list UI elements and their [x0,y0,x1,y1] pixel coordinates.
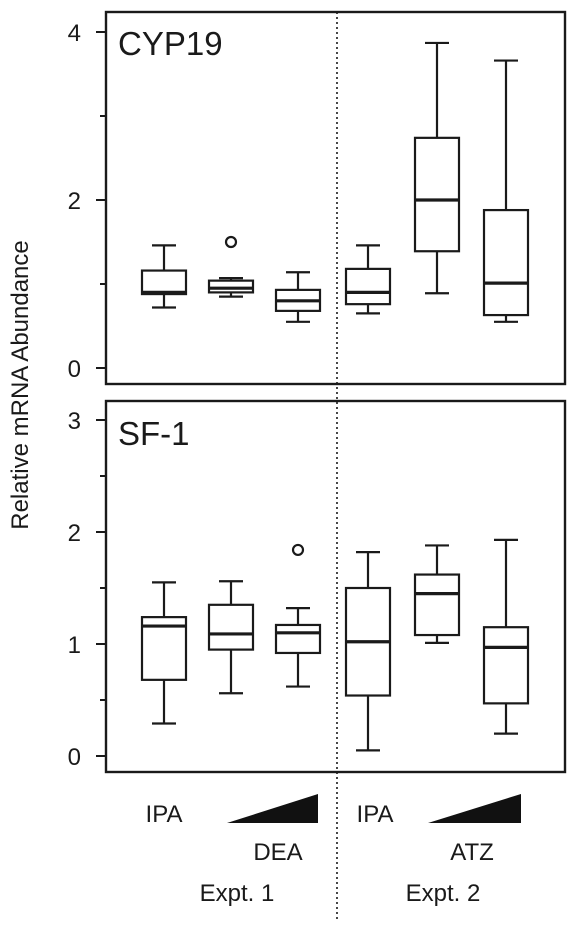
iqr-box [413,136,461,253]
iqr-box [207,279,255,294]
atz-dose-ramp-icon [428,794,521,823]
outlier-point [291,543,305,557]
expt2-compound-label: ATZ [450,839,494,866]
boxplot-cyp19-2 [207,235,255,298]
y-axis-title: Relative mRNA Abundance [7,240,34,530]
y-tick-label-sf1: 1 [68,632,81,659]
boxplot-sf1-5 [413,544,461,644]
iqr-box [274,623,322,655]
expt1-label: Expt. 1 [200,880,275,907]
boxplot-cyp19-5 [413,41,461,295]
iqr-box [482,208,530,317]
boxplot-sf1-6 [482,538,530,735]
panel-frame-sf1 [104,399,567,774]
iqr-box [344,267,392,306]
panel-frame-cyp19 [104,10,567,386]
iqr-box [413,573,461,637]
iqr-box [140,269,188,296]
panel-title-cyp19: CYP19 [118,25,223,62]
boxplot-sf1-2 [207,580,255,695]
y-tick-label-sf1: 0 [68,744,81,771]
y-tick-label-cyp19: 0 [68,356,81,383]
boxes-layer [140,41,530,752]
y-tick-label-sf1: 3 [68,408,81,435]
panel-title-sf1: SF-1 [118,415,190,452]
dea-dose-ramp-icon [227,794,318,823]
y-tick-label-cyp19: 4 [68,20,81,47]
boxplot-sf1-3 [274,543,322,688]
iqr-box [207,603,255,651]
y-tick-label-sf1: 2 [68,520,81,547]
axes-layer: 0 2 4 0 1 2 3 [68,20,106,771]
iqr-box [482,626,530,705]
boxplot-cyp19-3 [274,271,322,323]
expt2-label: Expt. 2 [406,880,481,907]
boxplot-cyp19-6 [482,59,530,323]
boxplot-sf1-4 [344,551,392,752]
boxplot-cyp19-1 [140,244,188,309]
y-tick-label-cyp19: 2 [68,188,81,215]
boxplot-sf1-1 [140,581,188,725]
boxplot-cyp19-4 [344,244,392,315]
expt1-compound-label: DEA [253,839,302,866]
expt2-control-label: IPA [357,801,394,828]
outlier-point [224,235,238,249]
expt1-control-label: IPA [146,801,183,828]
